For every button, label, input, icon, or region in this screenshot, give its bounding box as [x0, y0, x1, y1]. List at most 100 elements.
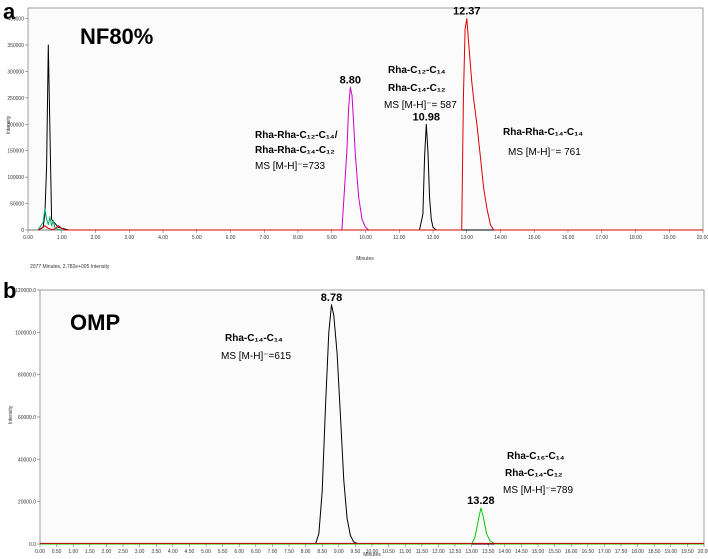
x-tick-label: 1.50 [85, 549, 95, 555]
y-tick-label: 40000.0 [18, 457, 36, 463]
x-tick-label: 10.50 [382, 549, 395, 555]
x-tick-label: 16.00 [562, 235, 575, 241]
x-tick-label: 7.00 [259, 235, 269, 241]
x-tick-label: 8.00 [293, 235, 303, 241]
y-tick-label: 50000 [10, 202, 24, 208]
x-tick-label: 9.00 [334, 549, 344, 555]
x-tick-label: 17.00 [595, 235, 608, 241]
x-tick-label: 0.50 [52, 549, 62, 555]
x-tick-label: 6.50 [251, 549, 261, 555]
x-tick-label: 5.50 [218, 549, 228, 555]
annotation-rha-rha-c14-ms: MS [M-H]⁻= 761 [508, 147, 581, 158]
y-tick-label: 200000 [7, 122, 24, 128]
annotation-rha-c16-line2: Rha-C₁₄-C₁₂ [505, 468, 562, 479]
panel-a-series [37, 18, 703, 231]
annotation-rha-rha-c12-line2: Rha-Rha-C₁₄-C₁₂ [255, 145, 335, 156]
x-tick-label: 5.00 [201, 549, 211, 555]
x-tick-label: 17.50 [615, 549, 628, 555]
x-tick-label: 9.50 [351, 549, 361, 555]
x-tick-label: 13.00 [460, 235, 473, 241]
x-tick-label: 17.00 [598, 549, 611, 555]
annotation-rha-c14-c14-ms: MS [M-H]⁻=615 [221, 351, 291, 362]
panel-a-plot-area [27, 7, 704, 231]
peak-label: 10.98 [412, 111, 440, 123]
y-tick-label: 250000 [7, 96, 24, 102]
x-tick-label: 15.00 [532, 549, 545, 555]
panel-a-label: a [3, 0, 16, 24]
x-tick-label: 15.50 [548, 549, 561, 555]
x-tick-label: 13.50 [482, 549, 495, 555]
series-line-4 [37, 18, 703, 231]
panel-a-title: NF80% [80, 24, 153, 49]
x-tick-label: 19.00 [663, 235, 676, 241]
x-tick-label: 12.00 [427, 235, 440, 241]
y-tick-label: 150000 [7, 149, 24, 155]
x-tick-label: 6.00 [234, 549, 244, 555]
panel-b-xlabel: Minutes [363, 552, 381, 558]
annotation-rha-rha-c12-line1: Rha-Rha-C₁₂-C₁₄/ [255, 130, 338, 141]
x-tick-label: 18.00 [631, 549, 644, 555]
x-tick-label: 8.00 [301, 549, 311, 555]
y-tick-label: 80000.0 [18, 373, 36, 379]
panel-b-axis-ticks: 0.00 0.50 1.00 1.50 2.00 2.50 3.00 3.50 4.00 4.50… [15, 288, 708, 555]
panel-b-plot-area [39, 289, 705, 545]
y-tick-label: 0 [21, 228, 24, 234]
annotation-rha-rha-c14-line1: Rha-Rha-C₁₄-C₁₄ [503, 127, 583, 138]
series-line-1 [37, 44, 703, 231]
series-line-2 [341, 86, 373, 231]
x-tick-label: 3.00 [124, 235, 134, 241]
y-tick-label: 120000.0 [15, 288, 36, 294]
y-tick-label: 0.0 [29, 542, 36, 548]
x-tick-label: 20.00 [697, 235, 708, 241]
annotation-rha-c12-line1: Rha-C₁₂-C₁₄ [388, 65, 446, 76]
x-tick-label: 19.00 [665, 549, 678, 555]
peak-label: 12.37 [453, 6, 481, 18]
peak-label: 8.80 [340, 74, 361, 86]
x-tick-label: 18.50 [648, 549, 661, 555]
x-tick-label: 14.00 [499, 549, 512, 555]
peak-label: 13.28 [467, 495, 495, 507]
panel-b-series [40, 304, 704, 545]
x-tick-label: 8.50 [317, 549, 327, 555]
x-tick-label: 20.00 [698, 549, 708, 555]
x-tick-label: 5.00 [192, 235, 202, 241]
panel-b-peak-labels: 8.78 13.28 [321, 292, 495, 507]
y-tick-label: 300000 [7, 69, 24, 75]
y-tick-label: 400000 [7, 17, 24, 23]
x-tick-label: 18.00 [629, 235, 642, 241]
annotation-rha-c12-ms: MS [M-H]⁻= 587 [384, 100, 457, 111]
x-tick-label: 7.00 [268, 549, 278, 555]
x-tick-label: 9.00 [327, 235, 337, 241]
x-tick-label: 12.50 [449, 549, 462, 555]
y-tick-label: 100000 [7, 175, 24, 181]
x-tick-label: 1.00 [57, 235, 67, 241]
panel-b-label: b [3, 278, 16, 303]
x-tick-label: 11.00 [393, 235, 405, 241]
panel-b-title: OMP [70, 310, 120, 335]
series-line-2 [40, 507, 704, 545]
x-tick-label: 16.00 [565, 549, 578, 555]
x-tick-label: 11.00 [399, 549, 411, 555]
annotation-rha-c14-c14-line1: Rha-C₁₄-C₁₄ [225, 333, 283, 344]
panel-a-ylabel: Intensity [6, 115, 12, 134]
annotation-rha-rha-c12-ms: MS [M-H]⁻=733 [255, 161, 325, 172]
x-tick-label: 0.00 [23, 235, 33, 241]
y-tick-label: 60000.0 [18, 415, 36, 421]
x-tick-label: 7.50 [284, 549, 294, 555]
panel-b-ylabel: Intensity [8, 405, 14, 424]
x-tick-label: 2.50 [118, 549, 128, 555]
x-tick-label: 10.00 [359, 235, 372, 241]
x-tick-label: 1.00 [68, 549, 78, 555]
x-tick-label: 4.50 [185, 549, 195, 555]
x-tick-label: 19.50 [681, 549, 694, 555]
panel-a-status-readout: 2077 Minutes, 2.782e+005 Intensity [30, 264, 110, 270]
x-tick-label: 3.00 [135, 549, 145, 555]
peak-label: 8.78 [321, 292, 342, 304]
y-tick-label: 100000.0 [15, 330, 36, 336]
x-tick-label: 12.00 [432, 549, 445, 555]
x-tick-label: 4.00 [168, 549, 178, 555]
x-tick-label: 14.50 [515, 549, 528, 555]
x-tick-label: 16.50 [582, 549, 595, 555]
y-tick-label: 350000 [7, 43, 24, 49]
